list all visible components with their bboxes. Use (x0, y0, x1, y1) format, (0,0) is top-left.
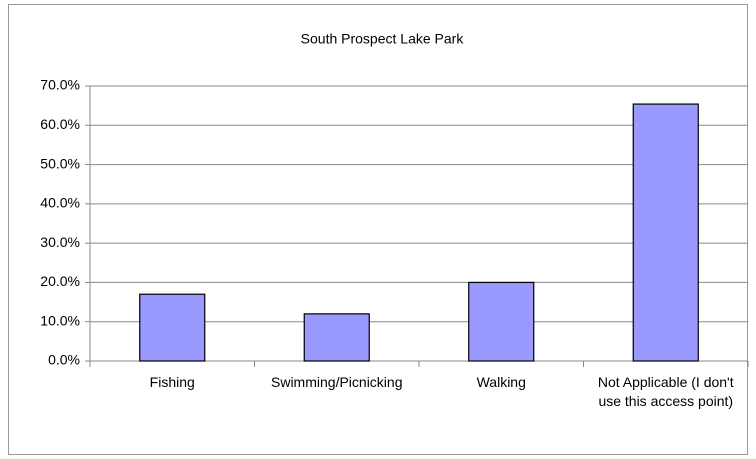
x-tick-label: Swimming/Picnicking (271, 374, 403, 390)
y-tick-label: 70.0% (40, 77, 80, 93)
y-tick-label: 60.0% (40, 116, 80, 132)
x-tick-label: Fishing (149, 374, 195, 390)
bar (303, 313, 370, 362)
y-tick-label: 50.0% (40, 155, 80, 171)
chart-title: South Prospect Lake Park (301, 31, 465, 47)
y-tick-label: 30.0% (40, 234, 80, 250)
y-tick-label: 10.0% (40, 312, 80, 328)
chart-border (8, 4, 748, 455)
bar (468, 281, 535, 362)
y-tick-label: 20.0% (40, 273, 80, 289)
x-tick-label: Not Applicable (I don't use this access … (597, 374, 734, 409)
bar (139, 293, 206, 362)
y-tick-label: 40.0% (40, 195, 80, 211)
bar (632, 103, 699, 362)
x-tick-label: Walking (476, 374, 526, 390)
y-tick-label: 0.0% (48, 352, 80, 368)
